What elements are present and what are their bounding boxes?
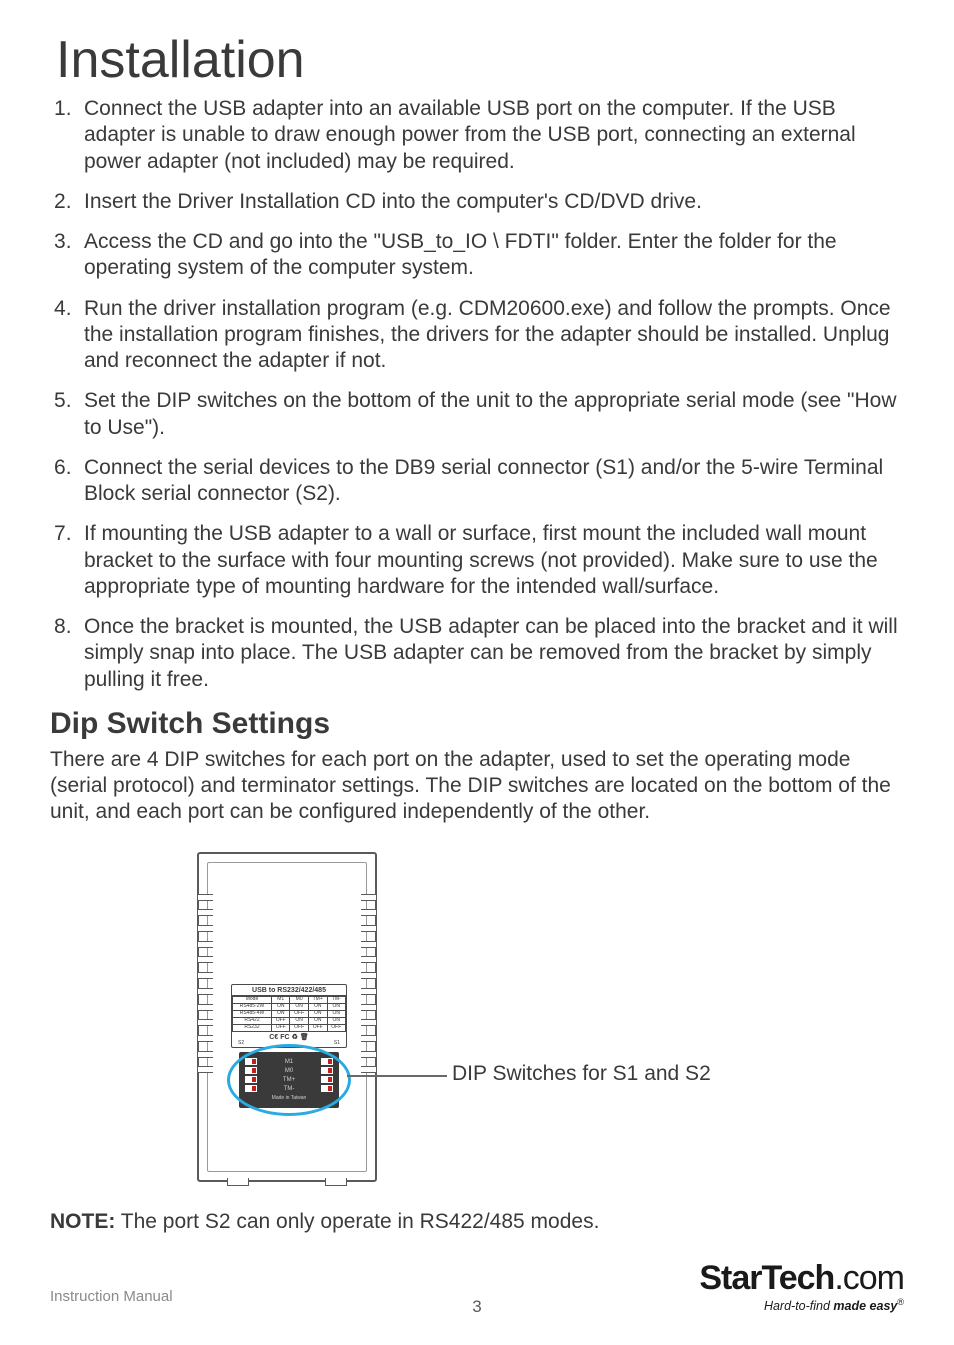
dip-switch-icon: [245, 1067, 257, 1074]
device-label-title: USB to RS232/422/485: [232, 985, 346, 996]
ce-icon: C€: [269, 1034, 278, 1041]
fcc-icon: FC: [280, 1034, 289, 1041]
recycle-icon: ♻: [292, 1034, 298, 1041]
startech-logo: StarTech.com Hard-to-find made easy®: [699, 1261, 904, 1313]
page-number: 3: [472, 1297, 481, 1317]
installation-steps: Connect the USB adapter into an availabl…: [50, 96, 904, 693]
callout-leader-line: [347, 1075, 447, 1077]
logo-text: StarTech.com: [699, 1261, 904, 1295]
dip-switch-icon: [245, 1058, 257, 1065]
dip-switch-block: M1 M0 TM+ TM- Made in Taiwan: [239, 1052, 339, 1108]
weee-icon: 🗑: [300, 1034, 309, 1041]
diagram-container: USB to RS232/422/485 Mode M1 M0 TM+ TM- …: [50, 852, 904, 1192]
device-label: USB to RS232/422/485 Mode M1 M0 TM+ TM- …: [231, 984, 347, 1048]
note-text: The port S2 can only operate in RS422/48…: [115, 1210, 599, 1233]
page-title: Installation: [56, 30, 904, 90]
dip-callout-text: DIP Switches for S1 and S2: [452, 1062, 711, 1086]
dip-switch-icon: [245, 1085, 257, 1092]
step-item: Insert the Driver Installation CD into t…: [50, 189, 904, 215]
step-item: Run the driver installation program (e.g…: [50, 296, 904, 375]
cert-icons: C€ FC ♻ 🗑: [232, 1032, 346, 1041]
dip-switch-icon: [321, 1067, 333, 1074]
dip-switch-icon: [245, 1076, 257, 1083]
step-item: Once the bracket is mounted, the USB ada…: [50, 614, 904, 693]
made-in-label: Made in Taiwan: [245, 1095, 333, 1101]
step-item: Connect the serial devices to the DB9 se…: [50, 455, 904, 508]
heatsink-ribs-left: [197, 894, 213, 1074]
step-item: Access the CD and go into the "USB_to_IO…: [50, 229, 904, 282]
device-outline: USB to RS232/422/485 Mode M1 M0 TM+ TM- …: [197, 852, 377, 1182]
footer-doc-title: Instruction Manual: [50, 1288, 173, 1305]
step-item: If mounting the USB adapter to a wall or…: [50, 521, 904, 600]
note-label: NOTE:: [50, 1210, 115, 1233]
section-body: There are 4 DIP switches for each port o…: [50, 747, 904, 826]
note: NOTE: The port S2 can only operate in RS…: [50, 1210, 904, 1234]
device-diagram: USB to RS232/422/485 Mode M1 M0 TM+ TM- …: [197, 852, 757, 1192]
dip-switch-icon: [321, 1085, 333, 1092]
logo-tagline: Hard-to-find made easy®: [699, 1297, 904, 1313]
dip-switch-icon: [321, 1076, 333, 1083]
port-labels: S2 S1: [232, 1041, 346, 1046]
dip-switch-icon: [321, 1058, 333, 1065]
heatsink-ribs-right: [361, 894, 377, 1074]
mode-table: Mode M1 M0 TM+ TM- RS485-2WONONONON RS48…: [232, 996, 346, 1032]
device-foot: [227, 1178, 249, 1186]
page-footer: Instruction Manual 3 StarTech.com Hard-t…: [50, 1243, 904, 1313]
step-item: Connect the USB adapter into an availabl…: [50, 96, 904, 175]
device-foot: [325, 1178, 347, 1186]
section-heading: Dip Switch Settings: [50, 707, 904, 741]
step-item: Set the DIP switches on the bottom of th…: [50, 388, 904, 441]
